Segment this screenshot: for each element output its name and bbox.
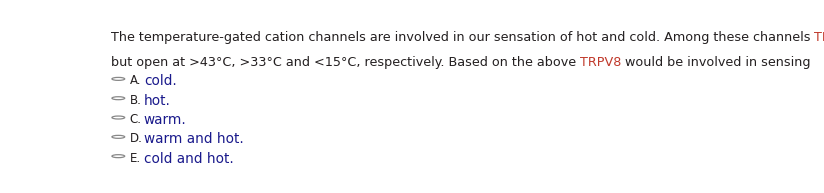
- Text: warm and hot.: warm and hot.: [144, 132, 244, 146]
- Text: D.: D.: [130, 132, 143, 145]
- Text: would be involved in sensing: would be involved in sensing: [621, 56, 811, 69]
- Text: C.: C.: [130, 113, 142, 126]
- Text: but open at >43°C, >33°C and <15°C, respectively. Based on the above: but open at >43°C, >33°C and <15°C, resp…: [110, 56, 580, 69]
- Text: cold.: cold.: [144, 74, 176, 88]
- Text: E.: E.: [130, 152, 141, 165]
- Text: TRPV1,: TRPV1,: [814, 30, 824, 44]
- Text: B.: B.: [130, 94, 142, 107]
- Text: TRPV8: TRPV8: [580, 56, 621, 69]
- Text: cold and hot.: cold and hot.: [144, 152, 234, 166]
- Text: warm.: warm.: [144, 113, 186, 127]
- Text: hot.: hot.: [144, 94, 171, 108]
- Text: A.: A.: [130, 74, 142, 87]
- Text: The temperature-gated cation channels are involved in our sensation of hot and c: The temperature-gated cation channels ar…: [110, 30, 814, 44]
